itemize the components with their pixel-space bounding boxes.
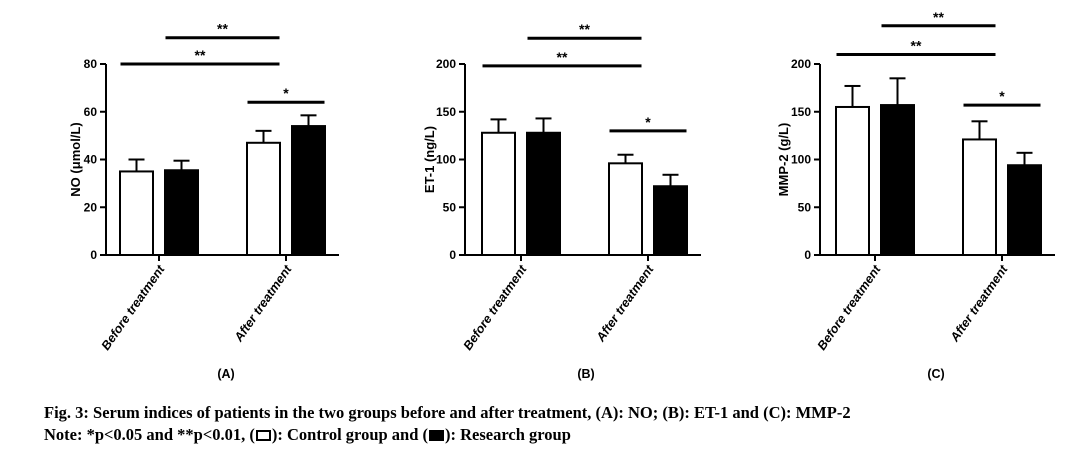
significance-label: ** — [911, 37, 922, 53]
bar — [653, 185, 688, 257]
panel-label: (C) — [927, 367, 944, 381]
y-axis-label: ET-1 (ng/L) — [422, 126, 437, 193]
y-tick-label: 100 — [791, 153, 811, 167]
y-tick-label: 50 — [798, 200, 812, 214]
significance-label: * — [645, 114, 651, 130]
bar — [880, 104, 915, 256]
bar — [291, 125, 326, 256]
note-prefix: Note: *p<0.05 and **p<0.01, ( — [44, 425, 255, 444]
y-tick-label: 50 — [443, 200, 457, 214]
x-tick-label: Before treatment — [99, 262, 168, 353]
x-tick-label: After treatment — [593, 262, 657, 345]
y-tick-label: 0 — [449, 248, 456, 262]
y-tick-label: 0 — [804, 248, 811, 262]
significance-label: ** — [217, 21, 228, 37]
bar — [246, 141, 281, 257]
y-tick-label: 40 — [84, 153, 98, 167]
y-tick-label: 200 — [436, 57, 456, 71]
bar — [119, 170, 154, 256]
bar — [526, 131, 561, 256]
note-research: ): Research group — [445, 425, 571, 444]
y-tick-label: 80 — [84, 57, 98, 71]
y-tick-label: 0 — [90, 248, 97, 262]
bar — [164, 169, 199, 256]
significance-label: ** — [557, 49, 568, 65]
x-tick-label: Before treatment — [815, 262, 884, 353]
significance-label: * — [999, 88, 1005, 104]
bar — [608, 162, 643, 257]
bar — [962, 138, 997, 257]
y-tick-label: 150 — [436, 105, 456, 119]
research-swatch-icon — [429, 430, 445, 441]
panel-label: (A) — [217, 367, 234, 381]
chart-panel: 0 50 100 150 200 MMP-2 (g/L) Before treatment A… — [776, 9, 1055, 381]
significance-label: ** — [933, 9, 944, 25]
panel-label: (B) — [577, 367, 594, 381]
bar — [1007, 164, 1042, 256]
y-tick-label: 200 — [791, 57, 811, 71]
significance-label: ** — [195, 47, 206, 63]
y-axis-label: MMP-2 (g/L) — [776, 123, 791, 197]
bar — [835, 105, 870, 256]
significance-label: * — [283, 85, 289, 101]
y-tick-label: 150 — [791, 105, 811, 119]
y-tick-label: 60 — [84, 105, 98, 119]
chart-panel: 0 20 40 60 80 NO (μmol/L) Before treatment Afte… — [68, 21, 339, 381]
figure-charts: 0 20 40 60 80 NO (μmol/L) Before treatment Afte… — [68, 9, 1055, 381]
control-swatch-icon — [255, 430, 271, 441]
x-tick-label: After treatment — [231, 262, 295, 345]
x-tick-label: After treatment — [947, 262, 1011, 345]
figure-caption: Fig. 3: Serum indices of patients in the… — [44, 403, 851, 422]
significance-label: ** — [579, 21, 590, 37]
y-axis-label: NO (μmol/L) — [68, 122, 83, 196]
chart-panel: 0 50 100 150 200 ET-1 (ng/L) Before treatment A… — [422, 21, 701, 381]
x-tick-label: Before treatment — [461, 262, 530, 353]
note-control: ): Control group and ( — [271, 425, 429, 444]
bar — [481, 131, 516, 256]
figure-note: Note: *p<0.05 and **p<0.01, ( ): Control … — [44, 425, 571, 445]
y-tick-label: 100 — [436, 153, 456, 167]
y-tick-label: 20 — [84, 200, 98, 214]
